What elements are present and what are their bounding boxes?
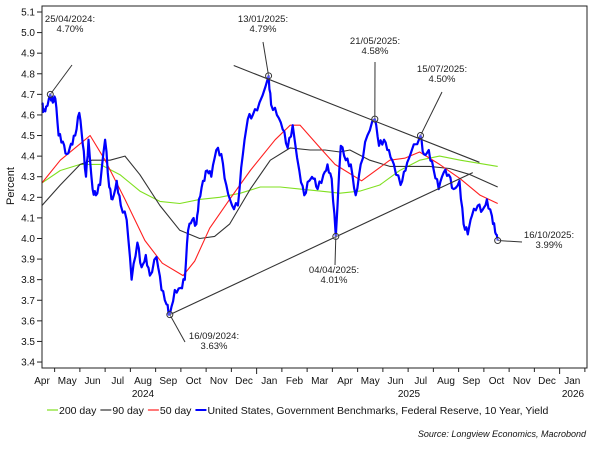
x-tick-label: Jun [84,376,100,387]
annotation-marker [332,232,340,240]
x-year-label: 2025 [398,389,421,400]
x-tick-label: Sep [462,376,480,387]
y-tick-label: 4.4 [21,152,35,163]
x-tick-label: Oct [489,376,505,387]
lower-trendline [169,172,474,316]
y-tick-label: 4.7 [21,90,35,101]
x-tick-label: Dec [538,376,556,387]
y-tick-label: 5.1 [21,8,35,19]
annotation-value: 3.63% [201,341,228,352]
y-tick-label: 3.7 [21,296,35,307]
x-tick-label: Jun [387,376,403,387]
annotation-date: 21/05/2025: [350,36,400,47]
annotation-layer: 25/04/2024:4.70% 13/01/2025:4.79% 21/05/20… [45,14,574,352]
annotation-value: 3.99% [536,240,563,251]
annotation-date: 15/07/2025: [417,64,467,75]
series-layer [41,74,499,316]
x-tick-label: Apr [34,376,50,387]
annotation-date: 04/04/2025: [309,265,359,276]
y-tick-label: 4.3 [21,172,35,183]
annotation-leader [497,240,523,243]
x-year-label: 2024 [132,389,155,400]
series-line-united [41,74,499,316]
x-tick-label: Jan [564,376,580,387]
legend: 200 day 90 day 50 day United States, Govern… [47,405,548,417]
trendline-layer [169,65,480,316]
x-tick-label: Dec [235,376,253,387]
upper-trendline [233,65,480,163]
plot-frame [41,5,588,369]
legend-label: 50 day [160,405,192,417]
annotation-date: 16/09/2024: [189,331,239,342]
y-tick-label: 5.0 [21,28,35,39]
x-tick-label: Jan [261,376,277,387]
y-tick-label: 4.8 [21,69,35,80]
annotation-leader [169,314,186,343]
x-tick-label: Jul [111,376,124,387]
legend-label: 200 day [59,405,97,417]
x-tick-label: May [361,376,380,387]
x-tick-label: Nov [513,376,531,387]
y-axis: 5.1 5.0 4.9 4.8 4.7 4.6 4.5 4.4 4.3 4.2 4.1 4.0 3.9 3… [21,8,42,369]
x-tick-label: Aug [437,376,455,387]
annotation-value: 4.01% [321,275,348,286]
source-note: Source: Longview Economics, Macrobond [418,429,587,439]
annotation-value: 4.50% [429,74,456,85]
y-tick-label: 4.1 [21,213,35,224]
x-tick-label: Oct [186,376,202,387]
annotation-date: 25/04/2024: [45,14,95,25]
y-tick-label: 3.8 [21,275,35,286]
series-line-50 [41,124,498,277]
x-tick-label: Feb [286,376,304,387]
annotation-marker [265,72,273,80]
annotation-value: 4.58% [362,46,389,57]
annotation-leader [334,236,337,266]
annotation-leader [262,41,270,76]
legend-label: United States, Government Benchmarks, Fe… [207,405,548,417]
y-tick-label: 3.9 [21,255,35,266]
x-year-label: 2026 [562,389,585,400]
y-tick-label: 3.4 [21,358,35,369]
y-tick-label: 4.0 [21,234,35,245]
annotation-leader [420,91,443,136]
x-tick-label: Aug [134,376,152,387]
x-tick-label: Nov [210,376,228,387]
annotation-date: 16/10/2025: [524,230,574,241]
x-tick-label: May [58,376,77,387]
x-tick-label: Jul [414,376,427,387]
y-tick-label: 3.5 [21,337,35,348]
y-tick-label: 4.5 [21,131,35,142]
y-tick-label: 4.9 [21,49,35,60]
annotation-marker [166,311,174,319]
annotation-marker [416,132,424,140]
x-axis: Apr May Jun Jul Aug Sep Oct Nov Dec Jan Feb Mar Apr M… [34,368,586,400]
annotation-marker [46,90,54,98]
annotation-value: 4.79% [250,24,277,35]
y-axis-label: Percent [5,167,17,205]
annotation-date: 13/01/2025: [238,14,288,25]
y-tick-label: 4.2 [21,193,35,204]
legend-label: 90 day [112,405,144,417]
annotation-leader [49,64,73,95]
x-tick-label: Sep [159,376,177,387]
annotation-marker [371,115,379,123]
annotation-value: 4.70% [57,24,84,35]
x-tick-label: Mar [311,376,329,387]
y-tick-label: 3.6 [21,316,35,327]
annotation-marker [494,237,502,245]
y-tick-label: 4.6 [21,110,35,121]
x-tick-label: Apr [337,376,353,387]
